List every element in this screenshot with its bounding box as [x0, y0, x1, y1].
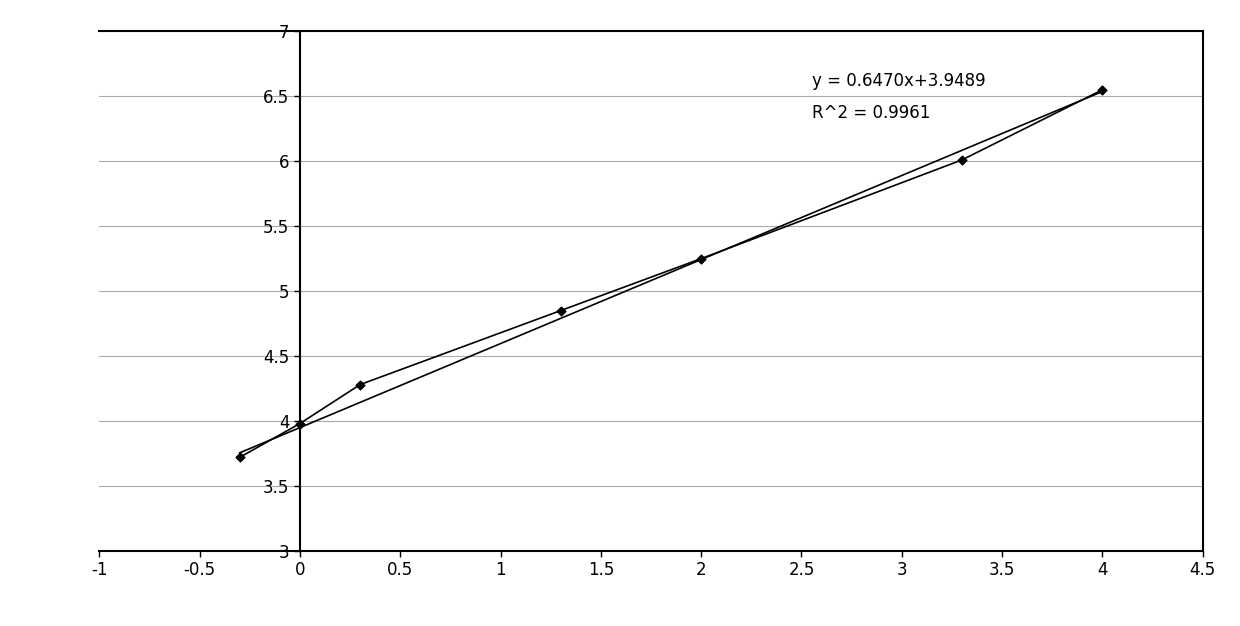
Point	[1092, 85, 1112, 95]
Point	[691, 254, 711, 264]
Text: y = 0.6470x+3.9489: y = 0.6470x+3.9489	[811, 72, 985, 90]
Point	[229, 453, 249, 463]
Point	[350, 379, 370, 389]
Text: R^2 = 0.9961: R^2 = 0.9961	[811, 105, 930, 122]
Point	[952, 155, 972, 165]
Point	[290, 419, 310, 429]
Point	[551, 305, 570, 316]
